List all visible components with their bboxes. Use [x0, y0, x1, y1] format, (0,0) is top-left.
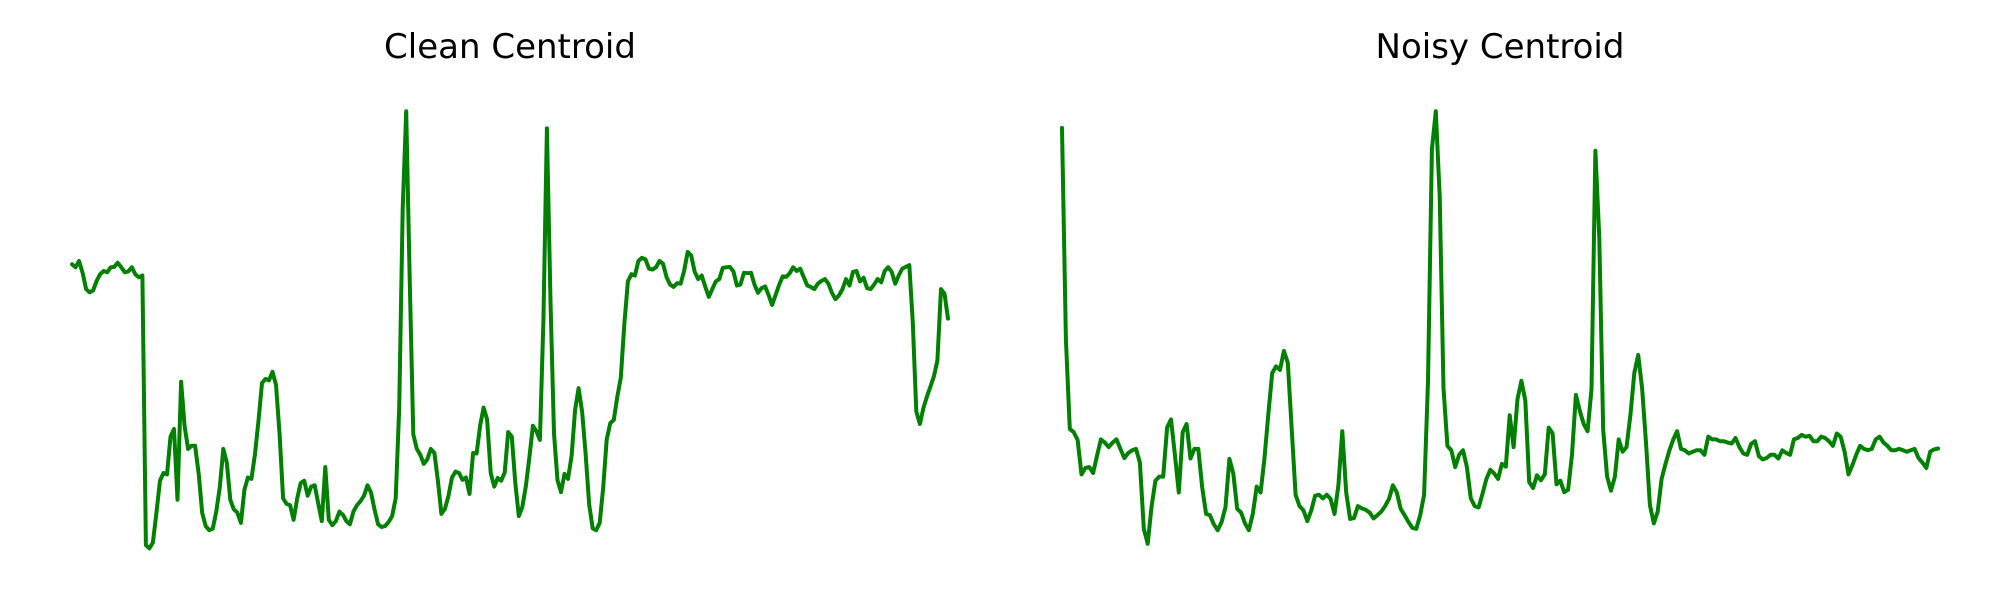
series-line-clean — [70, 109, 950, 551]
chart-title-clean: Clean Centroid — [384, 27, 636, 67]
chart-title-noisy: Noisy Centroid — [1376, 27, 1625, 67]
chart-panel-clean: Clean Centroid — [70, 27, 950, 551]
chart-panel-noisy: Noisy Centroid — [1060, 27, 1940, 546]
series-line-noisy — [1060, 109, 1940, 546]
